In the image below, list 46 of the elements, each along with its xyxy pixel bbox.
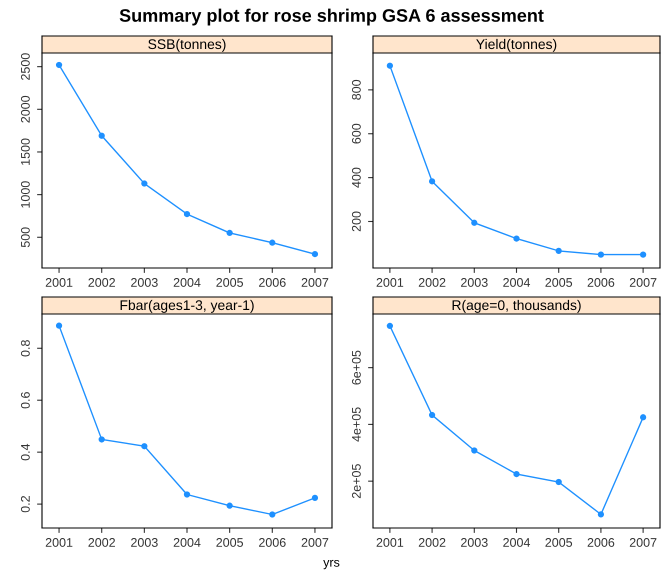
- y-tick-label: 600: [352, 124, 361, 144]
- x-tick-label: 2001: [46, 278, 72, 287]
- x-tick-label: 2004: [174, 538, 201, 547]
- x-tick-label: 2004: [503, 278, 530, 287]
- x-axis-title: yrs: [323, 560, 340, 570]
- x-tick-label: 2005: [216, 538, 244, 547]
- x-tick-label: 2004: [503, 538, 530, 547]
- x-tick-label: 2003: [131, 538, 158, 547]
- x-tick-label: 2001: [376, 538, 404, 547]
- x-tick-label: 2002: [88, 278, 115, 287]
- y-tick-label: 4e+05: [352, 407, 361, 442]
- y-tick-label: 0.6: [20, 392, 30, 408]
- x-tick-label: 2002: [418, 538, 446, 547]
- x-tick-label: 2003: [131, 278, 158, 287]
- x-tick-label: 2004: [174, 278, 201, 287]
- x-tick-label: 2005: [216, 278, 244, 287]
- x-tick-label: 2005: [545, 278, 572, 287]
- y-tick-label: 800: [352, 80, 361, 100]
- x-tick-label: 2006: [588, 278, 614, 287]
- y-tick-label: 2e+05: [352, 464, 361, 498]
- y-tick-label: 1500: [20, 138, 30, 165]
- y-tick-label: 2000: [20, 96, 30, 123]
- x-tick-label: 2007: [630, 278, 656, 287]
- y-tick-label: 0.2: [20, 496, 30, 512]
- x-tick-label: 2006: [588, 538, 614, 547]
- x-tick-label: 2001: [376, 278, 404, 287]
- x-tick-label: 2001: [46, 538, 72, 547]
- x-tick-label: 2002: [418, 278, 446, 287]
- y-tick-label: 200: [352, 212, 361, 232]
- x-tick-label: 2003: [461, 538, 488, 547]
- x-tick-label: 2007: [630, 538, 656, 547]
- y-tick-label: 1000: [20, 181, 30, 208]
- x-tick-label: 2007: [302, 538, 328, 547]
- x-tick-label: 2002: [88, 538, 115, 547]
- x-tick-label: 2007: [302, 278, 328, 287]
- y-tick-label: 2500: [20, 53, 30, 80]
- y-tick-label: 500: [20, 227, 30, 248]
- y-tick-label: 0.8: [20, 340, 30, 356]
- text: Summary plot for rose shrimp GSA 6 assessment: [120, 8, 544, 26]
- x-tick-label: 2003: [461, 278, 488, 287]
- x-tick-label: 2005: [545, 538, 572, 547]
- y-tick-label: 400: [352, 168, 361, 188]
- y-tick-label: 6e+05: [352, 350, 361, 385]
- x-tick-label: 2006: [259, 278, 286, 287]
- y-tick-label: 0.4: [20, 444, 30, 460]
- x-tick-label: 2006: [259, 538, 286, 547]
